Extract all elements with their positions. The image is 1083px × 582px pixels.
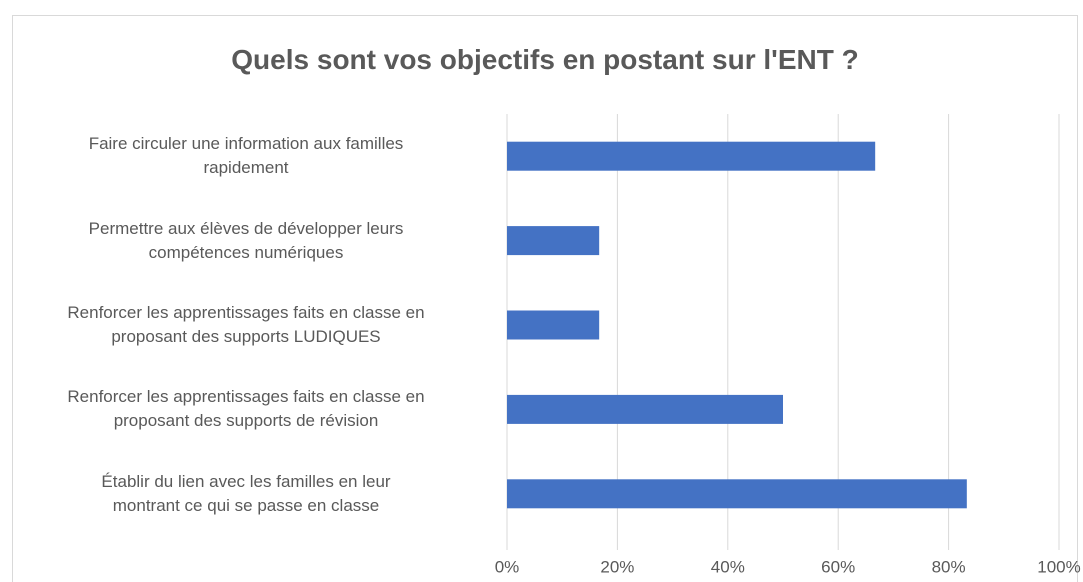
y-tick-label: Renforcer les apprentissages faits en cl… xyxy=(67,387,425,431)
bar xyxy=(507,310,600,340)
chart-border xyxy=(12,15,1078,582)
x-tick-label: 100% xyxy=(1037,557,1080,576)
bar xyxy=(507,394,783,424)
x-tick-label: 60% xyxy=(821,557,855,576)
bar xyxy=(507,226,600,256)
y-tick-label: Renforcer les apprentissages faits en cl… xyxy=(67,303,425,346)
y-tick-label: Permettre aux élèves de développer leurs… xyxy=(88,218,404,262)
x-tick-label: 80% xyxy=(932,557,966,576)
bar xyxy=(507,141,876,171)
y-tick-label: Établir du lien avec les familles en leu… xyxy=(101,471,391,515)
chart-title: Quels sont vos objectifs en postant sur … xyxy=(231,44,859,75)
bar xyxy=(507,479,967,509)
x-tick-label: 20% xyxy=(600,557,634,576)
x-tick-label: 40% xyxy=(711,557,745,576)
x-tick-label: 0% xyxy=(495,557,520,576)
y-tick-label: Faire circuler une information aux famil… xyxy=(88,134,404,178)
